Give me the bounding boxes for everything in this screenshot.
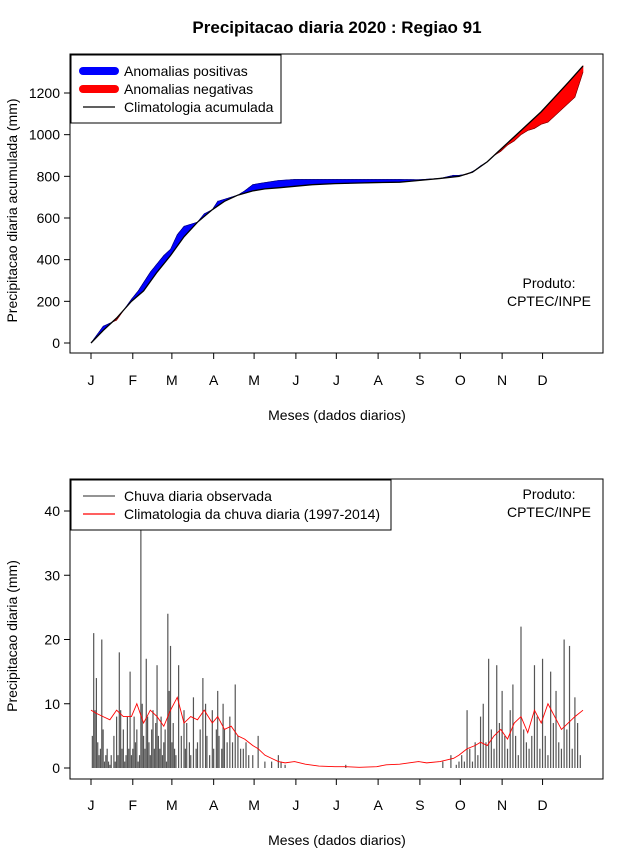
legend-label: Anomalias positivas: [124, 63, 248, 79]
legend-label: Climatologia acumulada: [124, 99, 274, 115]
month-label: D: [537, 797, 547, 813]
month-label: M: [166, 372, 178, 388]
annotation-line: CPTEC/INPE: [507, 293, 591, 309]
month-label: N: [497, 372, 507, 388]
daily-rain-bars: [92, 519, 580, 768]
month-label: M: [166, 797, 178, 813]
y-tick-label: 1200: [29, 85, 60, 101]
legend-label: Chuva diaria observada: [124, 488, 272, 504]
y-axis: 0 10 20 30 40 Precipitacao diaria (mm): [4, 503, 70, 776]
month-label: O: [455, 372, 466, 388]
y-tick-label: 400: [37, 252, 61, 268]
y-tick-label: 600: [37, 210, 61, 226]
month-label: F: [129, 372, 138, 388]
y-tick-label: 1000: [29, 127, 60, 143]
legend: Anomalias positivas Anomalias negativas Cl…: [71, 55, 281, 123]
month-label: F: [129, 797, 138, 813]
legend: Chuva diaria observada Climatologia da ch…: [71, 480, 391, 530]
month-label: J: [88, 797, 95, 813]
y-tick-label: 800: [37, 168, 61, 184]
month-label: J: [292, 797, 299, 813]
y-tick-label: 200: [37, 293, 61, 309]
y-tick-label: 40: [44, 503, 60, 519]
month-label: J: [292, 372, 299, 388]
month-label: O: [455, 797, 466, 813]
product-annotation: Produto: CPTEC/INPE: [507, 275, 591, 309]
y-axis: 0 200 400 600 800 1000 1200 Precipitacao diaria…: [4, 85, 70, 351]
plot-area: [91, 519, 583, 768]
y-tick-label: 0: [52, 760, 60, 776]
positive-anomaly-area: [91, 156, 494, 344]
legend-label: Climatologia da chuva diaria (1997-2014): [124, 506, 380, 522]
x-axis-label: Meses (dados diarios): [268, 832, 406, 848]
month-label: N: [497, 797, 507, 813]
month-label: A: [209, 797, 219, 813]
y-tick-label: 20: [44, 632, 60, 648]
month-label: J: [88, 372, 95, 388]
month-label: S: [415, 372, 424, 388]
month-label: J: [333, 797, 340, 813]
month-label: S: [415, 797, 424, 813]
product-annotation: Produto: CPTEC/INPE: [507, 486, 591, 520]
month-label: A: [373, 797, 383, 813]
chart-panel-1: 0 200 400 600 800 1000 1200 Precipitacao diaria…: [4, 54, 603, 423]
month-label: M: [248, 797, 260, 813]
month-label: J: [333, 372, 340, 388]
month-label: A: [209, 372, 219, 388]
x-axis: J F M A M J J A S O N D Meses (dados diarios): [88, 353, 548, 423]
x-axis: J F M A M J J A S O N D Meses (dados diarios): [88, 779, 548, 848]
chart-title: Precipitacao diaria 2020 : Regiao 91: [192, 18, 481, 37]
legend-label: Anomalias negativas: [124, 81, 253, 97]
x-axis-label: Meses (dados diarios): [268, 407, 406, 423]
y-tick-label: 30: [44, 567, 60, 583]
y-axis-label: Precipitacao diaria (mm): [4, 560, 20, 712]
y-tick-label: 10: [44, 696, 60, 712]
annotation-line: Produto:: [523, 486, 576, 502]
month-label: M: [248, 372, 260, 388]
annotation-line: Produto:: [523, 275, 576, 291]
annotation-line: CPTEC/INPE: [507, 504, 591, 520]
y-axis-label: Precipitacao diaria acumulada (mm): [4, 98, 20, 322]
month-label: D: [537, 372, 547, 388]
month-label: A: [373, 372, 383, 388]
y-tick-label: 0: [52, 335, 60, 351]
